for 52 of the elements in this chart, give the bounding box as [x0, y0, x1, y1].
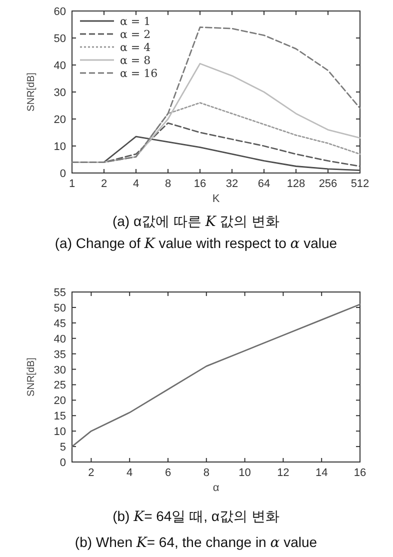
legend-label: α = 2 — [120, 28, 151, 41]
x-tick-label: 8 — [203, 467, 210, 479]
line-series — [71, 26, 361, 163]
x-tick-label: 256 — [318, 178, 338, 190]
x-tick-label: 10 — [238, 467, 251, 479]
x-tick-label: 4 — [126, 467, 133, 479]
y-tick-label: 40 — [54, 60, 66, 72]
y-tick-label: 30 — [54, 87, 66, 99]
legend-label: α = 8 — [120, 54, 151, 67]
x-tick-label: 128 — [286, 178, 306, 190]
y-tick-label: 10 — [54, 141, 66, 153]
y-tick-label: 20 — [54, 114, 66, 126]
x-tick-label: 12 — [277, 467, 290, 479]
x-tick-label: 64 — [258, 178, 270, 190]
y-tick-label: 10 — [54, 426, 66, 438]
x-tick-label: 2 — [100, 178, 108, 190]
line-series — [71, 304, 361, 448]
x-tick-label: 2 — [88, 467, 94, 479]
x-tick-label: 4 — [132, 178, 140, 190]
legend-label: α = 1 — [120, 15, 151, 28]
y-tick-label: 60 — [54, 6, 66, 18]
legend-label: α = 16 — [120, 67, 158, 80]
legend-label: α = 4 — [120, 41, 151, 54]
x-tick-label: 14 — [315, 467, 328, 479]
x-tick-label: 1 — [68, 178, 76, 190]
x-tick-label: 512 — [350, 178, 370, 190]
y-tick-label: 45 — [54, 318, 66, 330]
text: (a) Change of K value with respect to α value — [54, 235, 338, 252]
text: (b) When K= 64, the change in α value — [74, 534, 318, 551]
y-tick-label: 0 — [60, 457, 66, 469]
y-tick-label: 5 — [60, 442, 66, 454]
y-tick-label: 55 — [54, 287, 66, 299]
y-tick-label: 25 — [54, 380, 66, 392]
x-axis-title: K — [212, 193, 220, 205]
y-tick-label: 50 — [54, 33, 66, 45]
y-tick-label: 0 — [60, 168, 66, 180]
text: (a) α값에 따른 K 값의 변화 — [112, 213, 280, 230]
y-axis-title: SNR[dB] — [26, 357, 37, 396]
x-axis-title: α — [212, 482, 220, 494]
y-tick-label: 40 — [54, 333, 66, 346]
y-tick-label: 20 — [54, 395, 66, 408]
y-tick-label: 15 — [54, 410, 66, 423]
y-axis-title: SNR[dB] — [26, 72, 37, 112]
x-tick-label: 16 — [354, 467, 366, 479]
x-tick-label: 16 — [194, 178, 206, 190]
x-tick-label: 32 — [226, 178, 238, 190]
x-tick-label: 8 — [164, 178, 172, 190]
text: (b) K= 64일 때, α값의 변화 — [112, 508, 280, 525]
y-tick-label: 30 — [54, 364, 66, 376]
x-tick-label: 6 — [164, 467, 172, 479]
y-tick-label: 50 — [54, 302, 66, 314]
y-tick-label: 35 — [54, 348, 66, 361]
